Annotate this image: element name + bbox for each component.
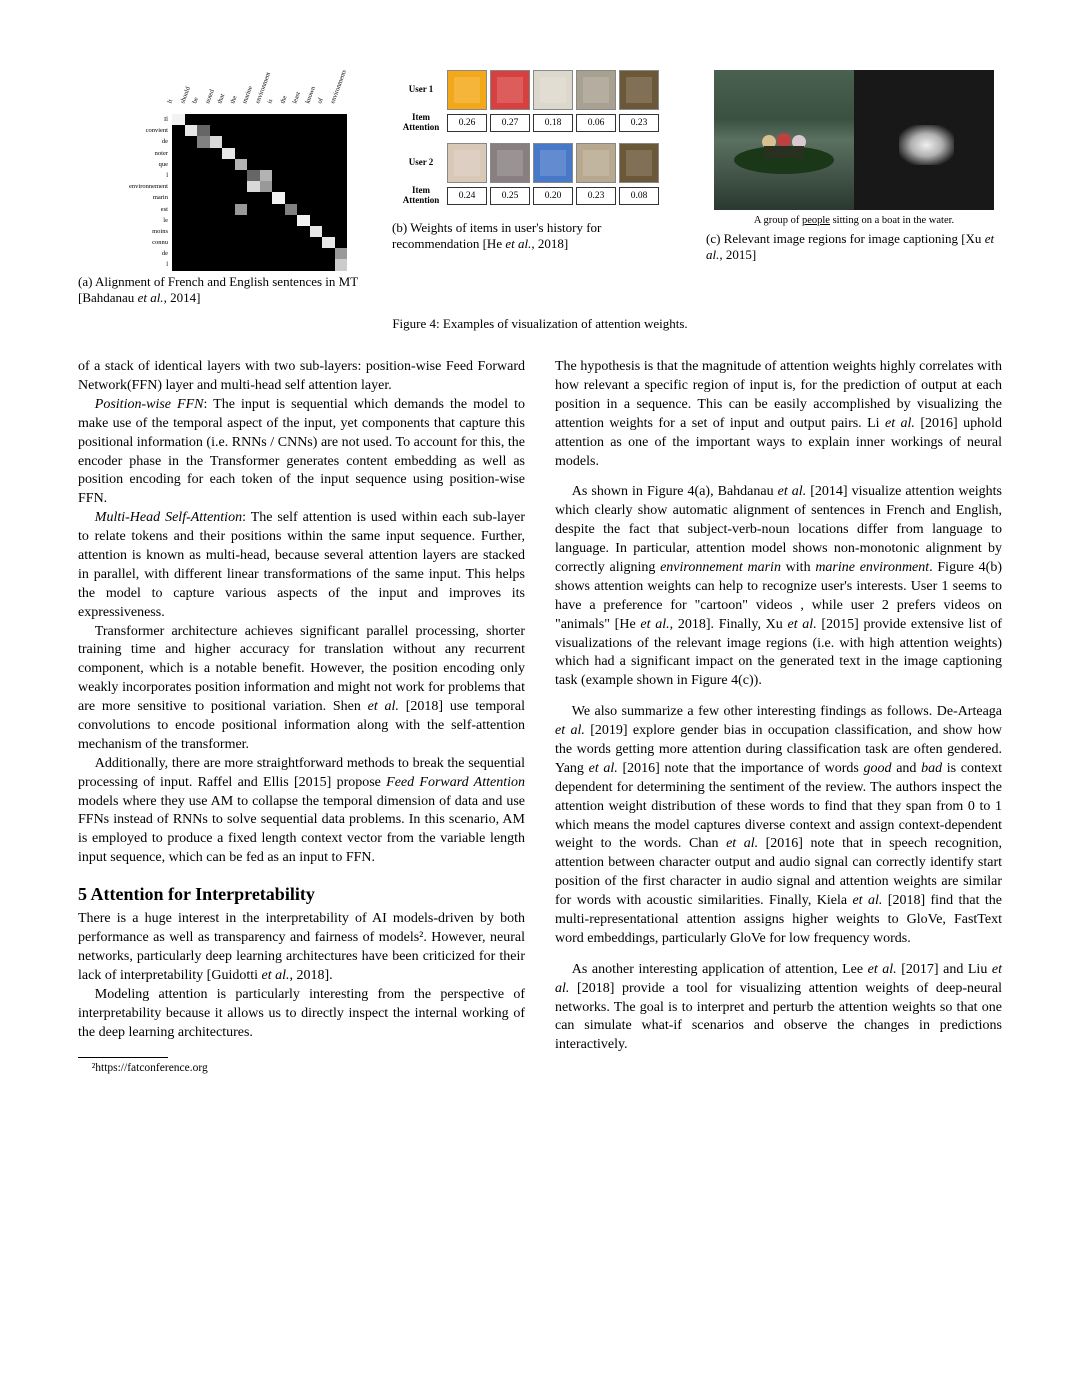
video-thumbnail xyxy=(619,70,659,110)
left-column: of a stack of identical layers with two … xyxy=(78,358,525,1076)
body-text: We also summarize a few other interestin… xyxy=(555,703,1002,949)
body-text: Modeling attention is particularly inter… xyxy=(78,986,525,1043)
attention-value: 0.26 xyxy=(447,114,487,132)
video-thumbnail xyxy=(576,143,616,183)
subfig-a-caption: (a) Alignment of French and English sent… xyxy=(78,274,374,307)
section-heading: 5 Attention for Interpretability xyxy=(78,882,525,906)
body-text: Multi-Head Self-Attention: The self atte… xyxy=(78,509,525,622)
body-text: Transformer architecture achieves signif… xyxy=(78,623,525,755)
figure-row: Itshouldbenotedthatthemarineenvironmenti… xyxy=(78,70,1002,307)
video-thumbnail xyxy=(447,143,487,183)
attention-value: 0.23 xyxy=(619,114,659,132)
attention-value: 0.20 xyxy=(533,187,573,205)
user1-label: User 1 xyxy=(400,85,442,95)
body-text: Additionally, there are more straightfor… xyxy=(78,755,525,868)
subfigure-a: Itshouldbenotedthatthemarineenvironmenti… xyxy=(78,70,374,307)
attention-value: 0.25 xyxy=(490,187,530,205)
subfig-c-caption: (c) Relevant image regions for image cap… xyxy=(706,231,1002,264)
attention-value: 0.27 xyxy=(490,114,530,132)
right-column: The hypothesis is that the magnitude of … xyxy=(555,358,1002,1076)
video-thumbnail xyxy=(447,70,487,110)
heatmap-figure: Itshouldbenotedthatthemarineenvironmenti… xyxy=(78,70,374,270)
body-text: Position-wise FFN: The input is sequenti… xyxy=(78,396,525,509)
video-thumbnail xyxy=(576,70,616,110)
attention-value: 0.06 xyxy=(576,114,616,132)
video-thumbnail xyxy=(490,70,530,110)
boat-attention-image xyxy=(854,70,994,210)
attention-value: 0.08 xyxy=(619,187,659,205)
attention-value: 0.23 xyxy=(576,187,616,205)
body-text: of a stack of identical layers with two … xyxy=(78,358,525,396)
attn-label-2: Item Attention xyxy=(400,186,442,206)
body-text: There is a huge interest in the interpre… xyxy=(78,910,525,986)
body-text: As another interesting application of at… xyxy=(555,961,1002,1055)
figure-main-caption: Figure 4: Examples of visualization of a… xyxy=(78,315,1002,333)
subfigure-c: A group of people sitting on a boat in t… xyxy=(706,70,1002,307)
image-caption-text: A group of people sitting on a boat in t… xyxy=(714,214,994,227)
video-thumbnail xyxy=(619,143,659,183)
video-thumbnail xyxy=(533,70,573,110)
subfig-b-caption: (b) Weights of items in user's history f… xyxy=(392,220,688,253)
attention-weights-panel: User 1 Item Attention 0.260.270.180.060.… xyxy=(400,70,680,216)
attention-value: 0.24 xyxy=(447,187,487,205)
footnote-rule xyxy=(78,1057,168,1058)
text-columns: of a stack of identical layers with two … xyxy=(78,358,1002,1076)
video-thumbnail xyxy=(533,143,573,183)
attention-value: 0.18 xyxy=(533,114,573,132)
user2-label: User 2 xyxy=(400,158,442,168)
attn-label-1: Item Attention xyxy=(400,113,442,133)
video-thumbnail xyxy=(490,143,530,183)
subfigure-b: User 1 Item Attention 0.260.270.180.060.… xyxy=(392,70,688,307)
body-text: The hypothesis is that the magnitude of … xyxy=(555,358,1002,471)
body-text: As shown in Figure 4(a), Bahdanau et al.… xyxy=(555,483,1002,691)
footnote: ²https://fatconference.org xyxy=(78,1061,525,1077)
boat-image xyxy=(714,70,854,210)
